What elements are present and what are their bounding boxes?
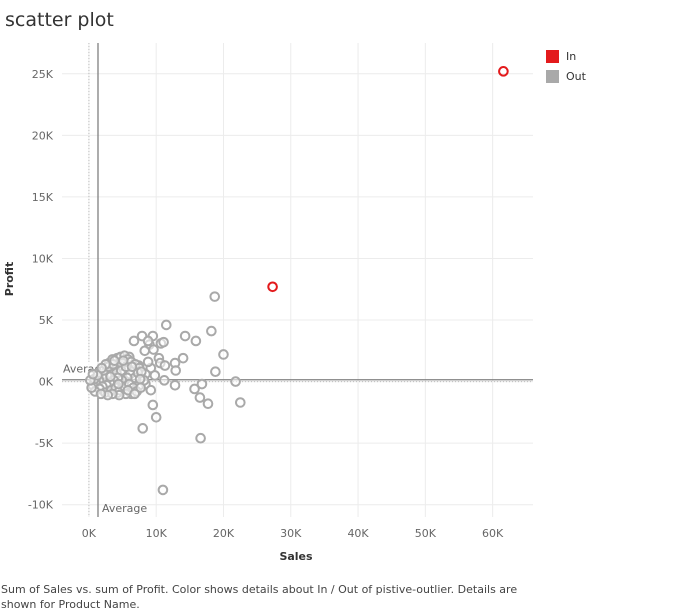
data-point-out [148,344,159,355]
data-point-out [210,366,221,378]
legend-label-in: In [566,49,577,63]
data-point-out [149,370,161,381]
legend-swatch-in [546,49,559,63]
data-point-out [159,360,171,371]
x-tick-label: 10K [146,527,168,540]
data-point-out [230,376,241,387]
data-point-out [194,392,206,403]
data-point-out [139,345,151,357]
x-tick-label: 60K [482,527,504,540]
data-point-in [498,66,509,77]
legend: In Out [546,46,586,86]
y-tick-label: 0K [39,376,54,389]
data-point-out [202,398,214,410]
x-tick-label: 40K [347,527,369,540]
data-point-out [126,361,138,373]
sheet-title: scatter plot [5,9,114,31]
x-tick-label: 0K [82,527,97,540]
data-point-out [95,388,107,400]
data-point-out [169,379,181,391]
legend-item-out[interactable]: Out [546,66,586,86]
x-average-label: Average [102,502,147,515]
data-point-out [105,371,116,382]
data-point-out [206,325,217,337]
legend-item-in[interactable]: In [546,46,586,66]
data-point-out [170,365,182,376]
data-point-out [109,355,120,366]
data-point-out [158,336,169,348]
y-tick-label: 10K [32,252,54,265]
data-points [84,66,509,496]
data-point-out [195,432,206,444]
axes: -10K -5K 0K 5K 10K 15K 20K 25K 0K 10K 20K 30K 40K 50K… [28,68,504,540]
data-point-out [209,291,221,302]
y-tick-label: 20K [32,129,54,142]
data-point-out [137,423,149,434]
data-point-out [196,378,208,390]
data-point-out [160,319,172,331]
data-point-in [267,281,278,293]
data-point-out [117,355,129,366]
data-point-out [190,335,202,347]
data-point-out [96,362,107,374]
data-point-out [142,356,154,368]
data-point-out [129,388,140,400]
y-tick-label: 25K [32,68,54,81]
y-tick-label: 5K [39,314,54,327]
chart-caption: Sum of Sales vs. sum of Profit. Color sh… [1,583,518,611]
data-point-out [189,383,200,395]
data-point-out [145,384,157,396]
data-point-out [113,378,124,390]
y-axis-title: Profit [3,262,16,296]
y-tick-label: -5K [35,437,54,450]
data-point-out [157,484,169,496]
data-point-out [179,330,191,342]
legend-label-out: Out [566,69,586,83]
data-point-out [128,335,140,347]
data-point-out [87,368,99,380]
data-point-out [158,375,170,386]
data-point-out [235,397,246,408]
data-point-out [177,352,189,364]
y-tick-label: 15K [32,191,54,204]
data-point-out [142,335,154,347]
x-axis-title: Sales [279,550,313,563]
legend-swatch-out [546,69,559,83]
x-tick-label: 30K [280,527,302,540]
x-tick-label: 20K [213,527,235,540]
x-tick-label: 50K [415,527,437,540]
data-point-out [218,349,229,360]
data-point-out [147,399,159,411]
data-point-out [134,373,146,385]
gridlines [62,43,533,517]
scatter-chart: -10K -5K 0K 5K 10K 15K 20K 25K 0K 10K 20K 30K 40K 50K… [3,43,533,563]
y-tick-label: -10K [28,499,54,512]
data-point-out [150,411,162,423]
